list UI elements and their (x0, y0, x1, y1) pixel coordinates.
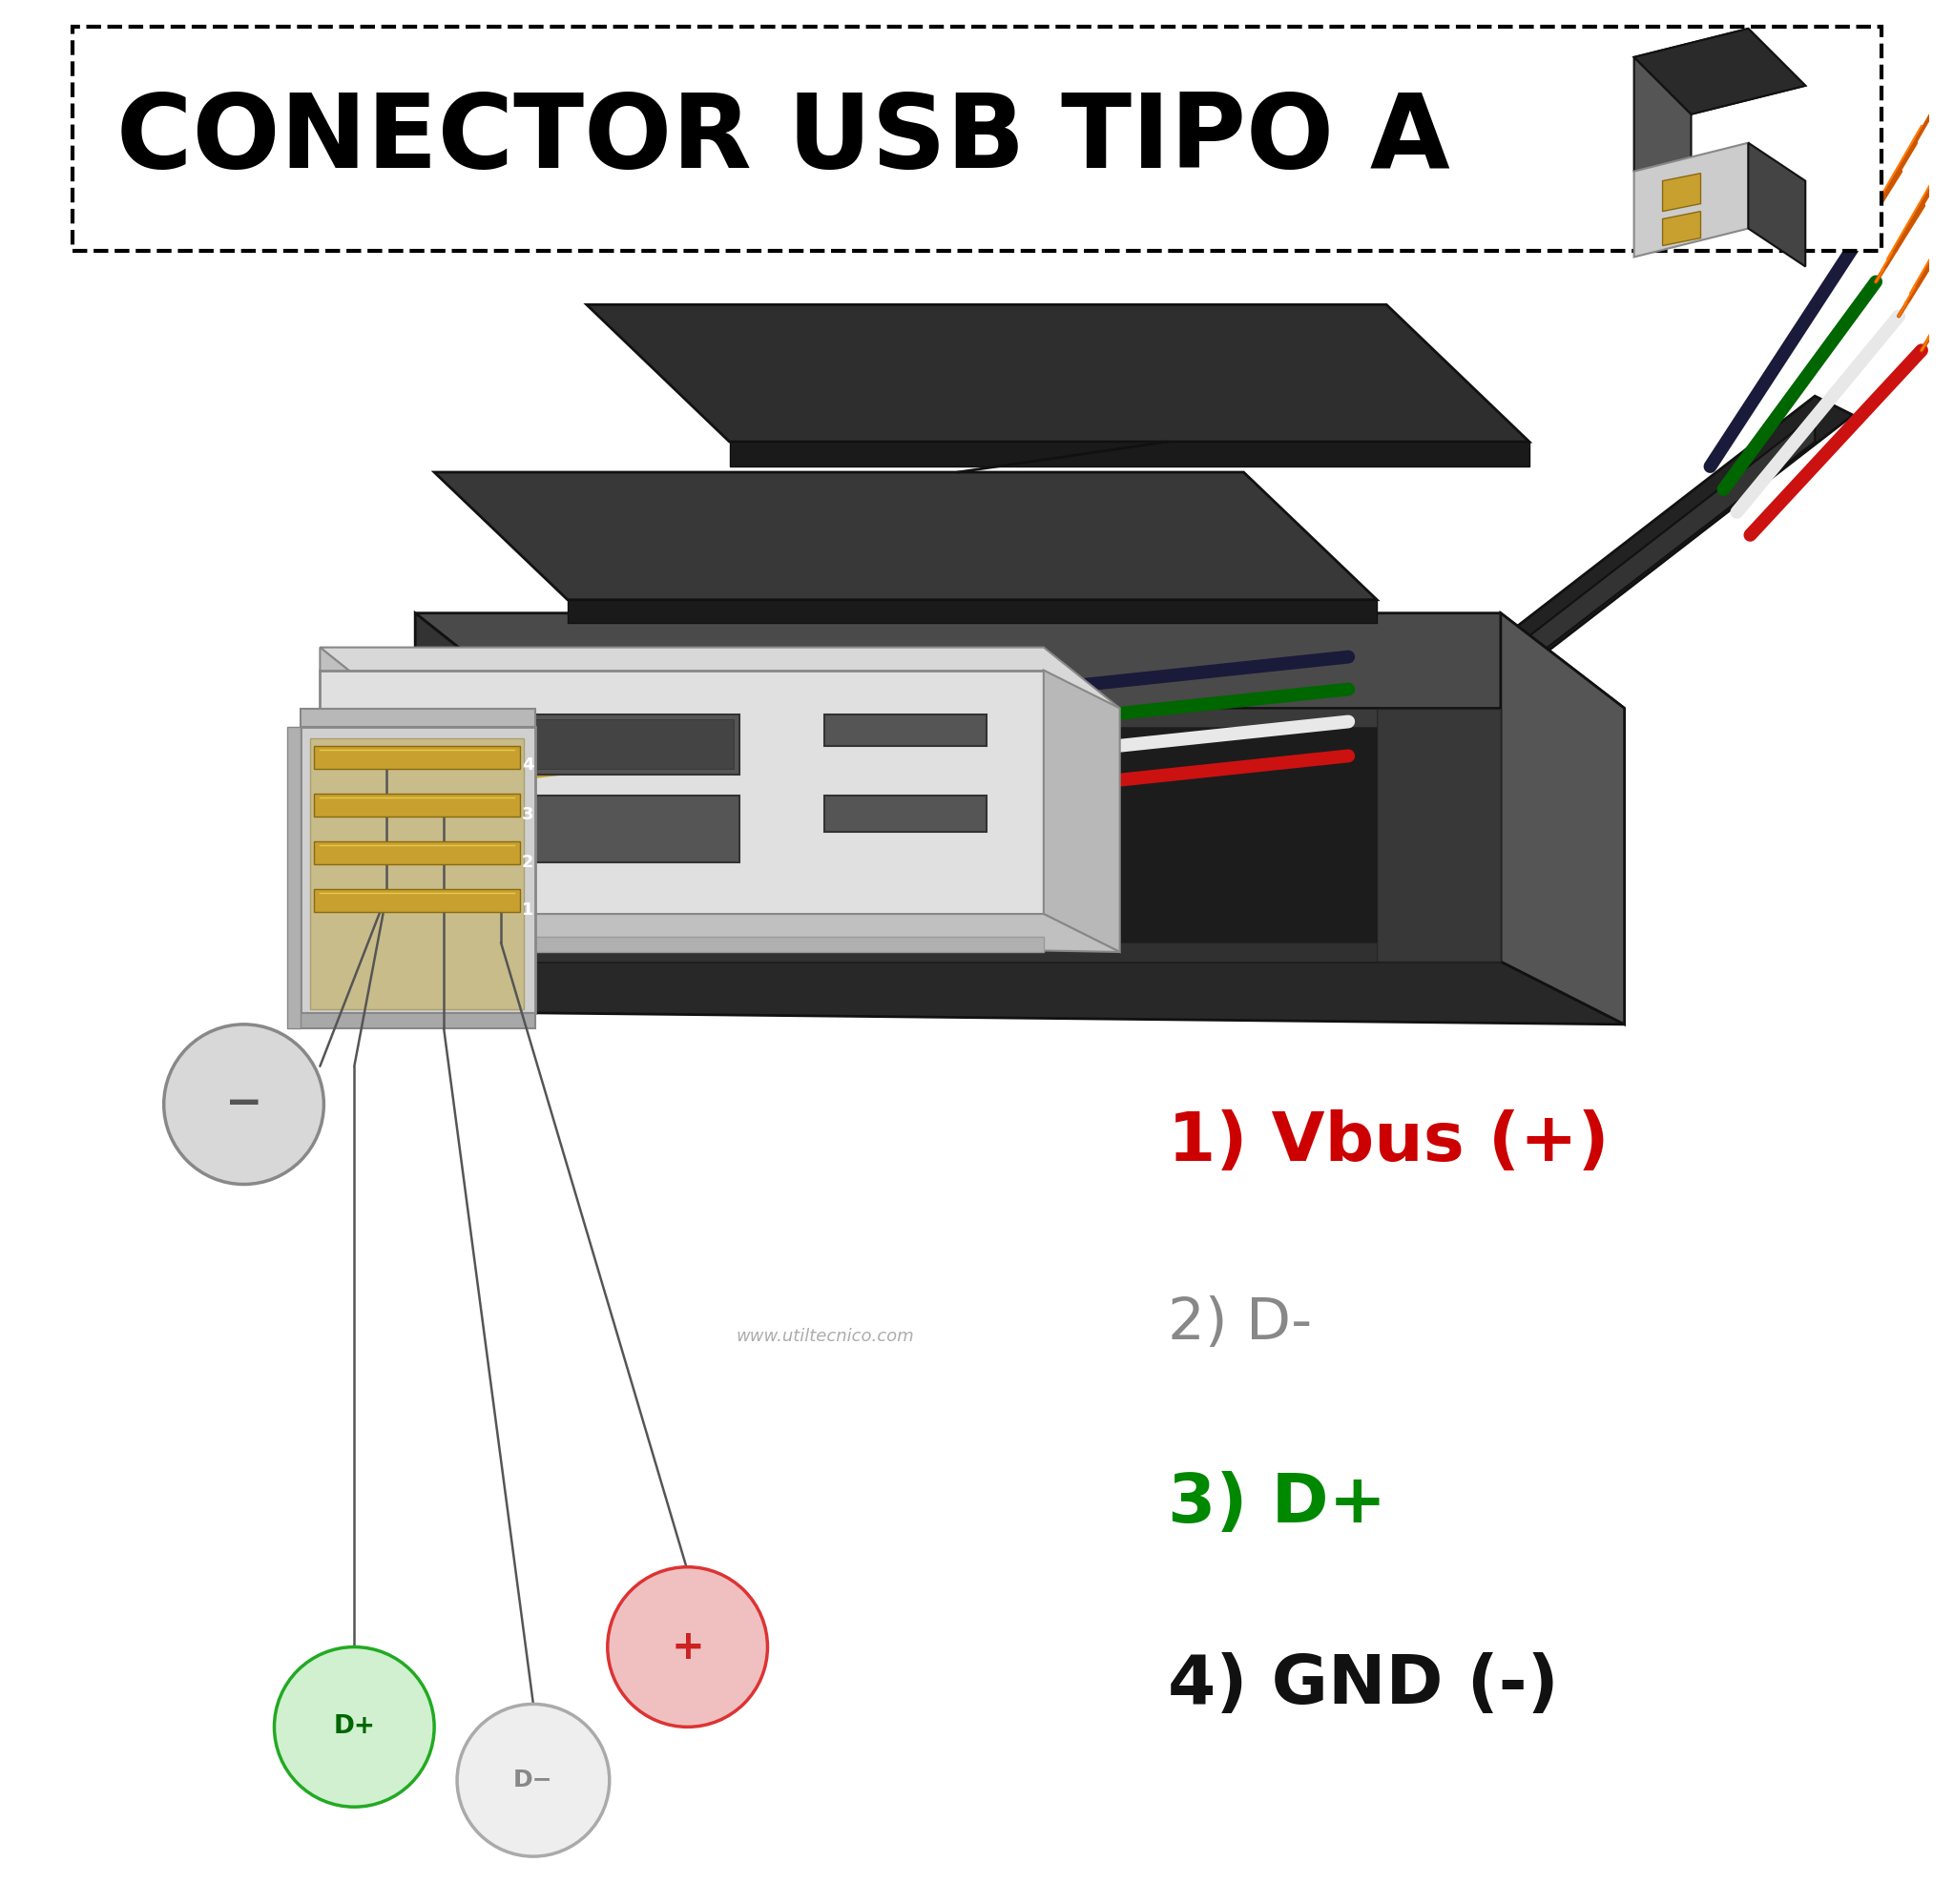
Text: 4: 4 (522, 756, 533, 775)
Polygon shape (1634, 29, 1805, 114)
Polygon shape (1387, 415, 1815, 771)
Polygon shape (320, 937, 1043, 952)
Polygon shape (729, 442, 1530, 466)
Polygon shape (315, 842, 520, 864)
Text: D−: D− (514, 1769, 553, 1792)
Polygon shape (320, 670, 1043, 914)
Text: 2: 2 (522, 853, 533, 872)
Text: 4) GND (-): 4) GND (-) (1167, 1653, 1559, 1717)
Polygon shape (1634, 29, 1805, 114)
Polygon shape (463, 796, 739, 863)
Polygon shape (1749, 143, 1805, 267)
Text: −: − (225, 1083, 262, 1125)
Polygon shape (311, 739, 524, 1009)
Circle shape (164, 1024, 324, 1184)
Circle shape (274, 1647, 434, 1807)
Text: CONECTOR USB TIPO A: CONECTOR USB TIPO A (115, 88, 1450, 190)
Text: 1: 1 (522, 901, 533, 920)
Polygon shape (434, 472, 1378, 600)
FancyBboxPatch shape (72, 27, 1882, 251)
Polygon shape (287, 727, 301, 1028)
Polygon shape (1634, 143, 1749, 257)
Text: 1) Vbus (+): 1) Vbus (+) (1167, 1110, 1608, 1175)
Polygon shape (586, 305, 1530, 442)
Circle shape (457, 1704, 610, 1856)
Polygon shape (535, 708, 1378, 727)
Polygon shape (1663, 173, 1700, 211)
Text: 2) D-: 2) D- (1167, 1295, 1311, 1352)
Text: D+: D+ (334, 1714, 375, 1740)
Polygon shape (469, 720, 733, 769)
Polygon shape (315, 889, 520, 912)
Polygon shape (1387, 396, 1852, 746)
Polygon shape (320, 914, 348, 967)
Polygon shape (535, 708, 1378, 962)
Polygon shape (825, 714, 987, 746)
Polygon shape (301, 1013, 535, 1028)
Polygon shape (315, 746, 520, 769)
Polygon shape (1634, 57, 1690, 204)
Polygon shape (463, 714, 739, 775)
Text: +: + (670, 1626, 703, 1668)
Polygon shape (567, 600, 1378, 623)
Polygon shape (315, 794, 520, 817)
Polygon shape (320, 914, 1120, 952)
Text: 3) D+: 3) D+ (1167, 1472, 1385, 1537)
Polygon shape (414, 613, 1624, 708)
Polygon shape (1663, 211, 1700, 246)
Polygon shape (825, 796, 987, 832)
Text: www.utiltecnico.com: www.utiltecnico.com (735, 1327, 914, 1346)
Polygon shape (1043, 670, 1120, 952)
Polygon shape (535, 942, 1378, 962)
Polygon shape (1378, 708, 1501, 962)
Polygon shape (301, 727, 535, 1013)
Polygon shape (414, 962, 1624, 1024)
Polygon shape (320, 647, 397, 708)
Text: 3: 3 (522, 805, 533, 824)
Polygon shape (414, 613, 535, 1013)
Polygon shape (301, 708, 535, 727)
Polygon shape (1501, 613, 1624, 1024)
Circle shape (608, 1567, 768, 1727)
Polygon shape (320, 647, 1120, 708)
